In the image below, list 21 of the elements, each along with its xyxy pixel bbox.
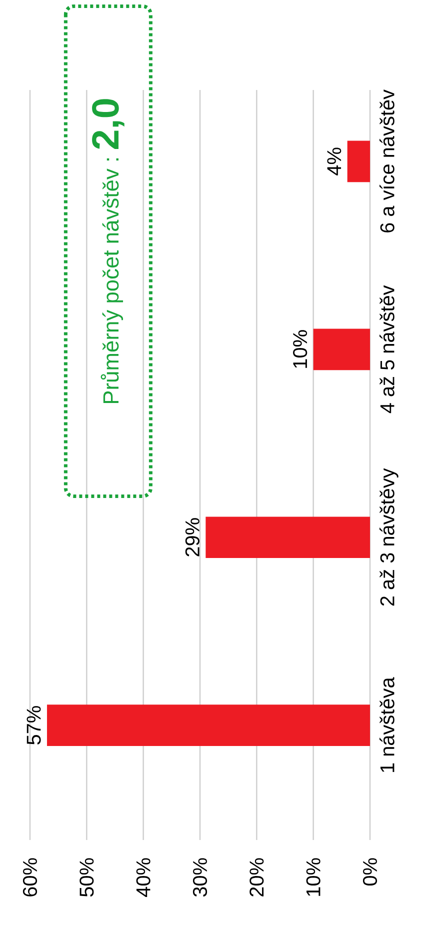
bar [46, 704, 370, 746]
annotation: 2,0 [92, 99, 124, 149]
x-tick-label: 40% [136, 858, 150, 897]
bar [313, 328, 370, 370]
y-tick-label: 2 až 3 návštěvy [380, 468, 398, 606]
x-tick-label: 60% [22, 858, 38, 896]
x-tick-label: 20% [250, 858, 264, 896]
data-label: 29% [185, 518, 200, 556]
y-tick-label: 1 návštěva [380, 677, 394, 772]
bar [206, 516, 370, 558]
data-label: 4% [327, 148, 342, 176]
y-tick-label: 6 a více návštěv [380, 90, 394, 232]
x-tick-label: 10% [306, 858, 320, 896]
x-tick-label: 30% [192, 858, 208, 897]
annotation: Průměrný počet návštěv : [100, 158, 124, 404]
y-tick-label: 4 až 5 návštěv [380, 285, 394, 414]
data-label: 57% [26, 706, 41, 744]
x-tick-label: 50% [80, 858, 94, 897]
data-label: 10% [293, 330, 308, 368]
x-tick-label: 0% [362, 858, 378, 886]
bar [347, 140, 370, 182]
